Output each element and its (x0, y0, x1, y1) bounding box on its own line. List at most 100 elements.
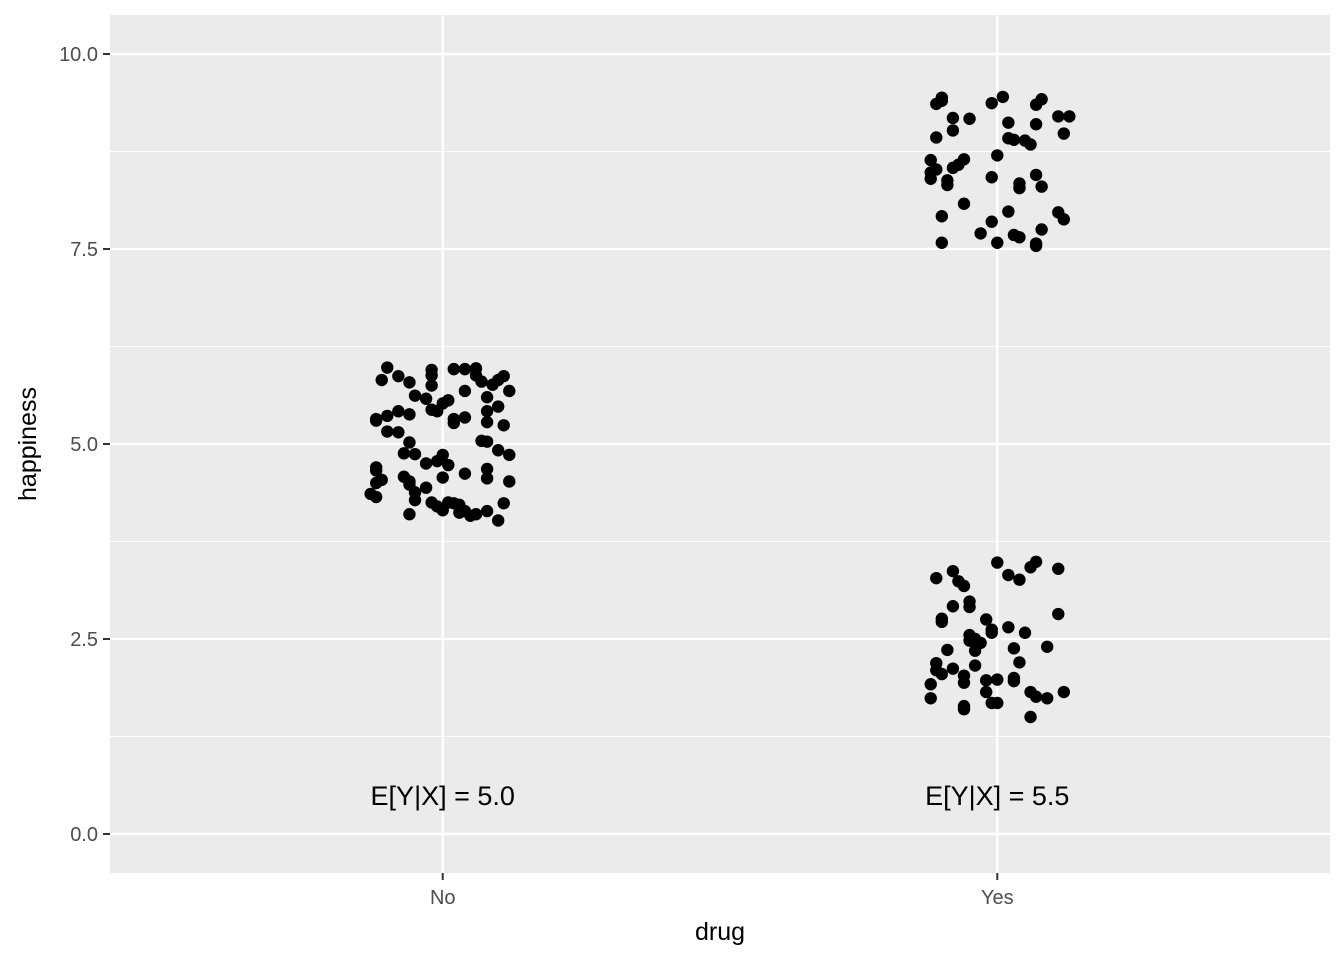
data-point (381, 425, 394, 438)
data-point (369, 490, 383, 504)
data-point (991, 673, 1004, 686)
data-point (963, 112, 976, 125)
data-point (1002, 205, 1015, 218)
data-point (497, 497, 510, 510)
data-point (1057, 213, 1071, 226)
data-point (1029, 98, 1043, 111)
x-tick-label: Yes (981, 887, 1014, 909)
data-point (1018, 626, 1032, 639)
data-point (979, 613, 993, 626)
data-point (503, 384, 516, 398)
data-point (924, 153, 937, 167)
data-point (957, 676, 971, 689)
data-point (480, 462, 494, 476)
data-point (1052, 607, 1065, 621)
data-point (403, 436, 416, 449)
data-point (419, 481, 433, 494)
data-point (1035, 223, 1048, 236)
data-point (436, 471, 449, 484)
data-point (1029, 239, 1043, 253)
data-point (1040, 692, 1054, 705)
data-point (946, 161, 960, 175)
data-point (963, 600, 976, 614)
data-point (1057, 685, 1071, 699)
data-point (480, 504, 494, 518)
grid-lines (110, 15, 1330, 873)
y-axis: 0.0 2.5 5.0 7.5 10.0 (59, 44, 110, 846)
expected-value-label: E[Y|X] = 5.0 (371, 781, 515, 811)
data-point (369, 476, 383, 490)
data-point (419, 457, 433, 470)
data-point (1052, 562, 1065, 575)
data-point (403, 508, 416, 521)
y-tick-label: 5.0 (70, 434, 98, 456)
data-point (1007, 642, 1021, 655)
data-point (974, 227, 987, 240)
data-point (946, 124, 960, 137)
data-point (369, 414, 383, 427)
data-point (1024, 710, 1037, 724)
data-point (480, 405, 494, 418)
data-point (941, 643, 954, 657)
data-point (375, 373, 388, 387)
data-point (392, 405, 405, 418)
data-point (403, 408, 416, 421)
data-point (491, 514, 505, 527)
data-point (963, 634, 976, 647)
data-point (475, 375, 488, 388)
data-point (924, 692, 937, 705)
data-point (957, 579, 971, 593)
data-point (503, 448, 516, 462)
data-point (1002, 116, 1015, 129)
data-point (946, 600, 960, 613)
data-point (957, 197, 971, 210)
data-point (946, 111, 960, 125)
y-tick-label: 2.5 (70, 629, 98, 651)
data-point (1013, 573, 1026, 586)
data-point (1013, 181, 1026, 195)
data-point (392, 426, 405, 439)
data-point (447, 416, 461, 430)
data-point (436, 504, 449, 517)
data-point (991, 236, 1004, 249)
data-point (430, 454, 444, 468)
data-point (458, 362, 472, 376)
data-point (968, 644, 982, 657)
expected-value-label: E[Y|X] = 5.5 (925, 781, 1069, 811)
data-point (503, 475, 516, 488)
data-point (935, 236, 949, 249)
data-point (442, 458, 455, 472)
data-point (425, 379, 438, 392)
data-point (419, 392, 433, 405)
data-point (1057, 127, 1071, 140)
data-point (425, 363, 438, 377)
data-point (957, 703, 971, 716)
data-point (1013, 231, 1026, 244)
data-point (491, 400, 505, 413)
data-point (458, 411, 472, 424)
x-axis-title: drug (695, 918, 745, 946)
data-point (985, 171, 998, 184)
data-point (991, 696, 1004, 710)
data-point (979, 685, 993, 699)
data-point (985, 215, 998, 228)
data-point (935, 615, 949, 629)
data-point (1007, 133, 1021, 146)
data-point (985, 96, 998, 110)
data-point (392, 369, 405, 383)
data-point (458, 467, 472, 480)
data-point (1002, 568, 1015, 582)
data-point (941, 178, 954, 192)
data-point (935, 667, 949, 681)
data-point (1035, 180, 1048, 193)
data-point (1052, 110, 1065, 123)
data-point (924, 678, 937, 691)
data-point (381, 409, 394, 423)
data-point (430, 405, 444, 418)
data-point (1024, 138, 1037, 151)
data-point (447, 362, 461, 376)
data-point (946, 662, 960, 675)
data-point (369, 464, 383, 477)
data-point (458, 384, 472, 398)
